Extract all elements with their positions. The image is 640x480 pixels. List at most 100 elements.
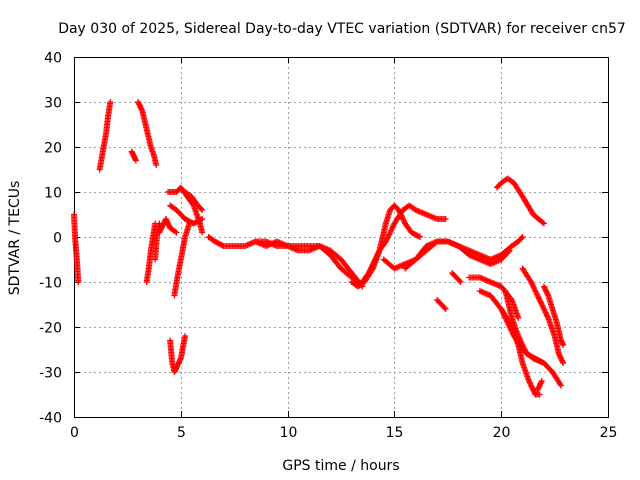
data-point	[498, 307, 505, 314]
data-point	[384, 234, 391, 241]
data-point	[456, 277, 463, 284]
data-point	[560, 342, 567, 348]
series-arc-12	[182, 189, 206, 213]
data-point	[199, 216, 206, 222]
data-point	[518, 339, 525, 346]
data-point	[370, 261, 377, 267]
data-point	[536, 297, 543, 303]
data-point	[516, 335, 523, 342]
y-tick-label: -30	[39, 366, 62, 382]
data-point	[219, 242, 226, 249]
data-point	[526, 379, 533, 386]
y-tick-label: -10	[39, 276, 62, 292]
y-tick-label: -20	[39, 321, 62, 337]
data-point	[370, 259, 377, 266]
data-point	[527, 380, 534, 387]
data-point	[528, 280, 535, 287]
series-arc-19	[434, 297, 449, 312]
data-point	[385, 232, 392, 239]
data-point	[442, 216, 449, 222]
data-point	[199, 229, 206, 236]
data-point	[501, 312, 508, 319]
data-point	[373, 252, 380, 259]
data-point	[400, 217, 407, 224]
data-point	[532, 288, 539, 295]
data-point	[156, 229, 163, 236]
data-point	[544, 313, 551, 320]
data-point	[521, 346, 528, 353]
data-point	[534, 292, 541, 299]
series-arc-27	[540, 283, 567, 348]
y-tick-label: 40	[44, 51, 62, 67]
data-point	[519, 341, 526, 348]
data-point	[107, 99, 114, 105]
data-point	[531, 285, 538, 292]
series-arc-4	[135, 99, 160, 168]
data-point	[520, 344, 527, 351]
y-axis-label: SDTVAR / TECUs	[7, 181, 23, 296]
data-point	[535, 295, 542, 302]
data-point	[505, 322, 512, 329]
data-point	[502, 314, 509, 321]
axis-ticks: 0 5 10 15 20 25 -40 -30 -20 -10 0 10 20 30 40	[39, 51, 617, 442]
data-point	[386, 230, 393, 237]
data-point	[441, 304, 448, 311]
data-point	[172, 228, 179, 235]
data-point	[390, 223, 397, 230]
x-tick-label: 20	[493, 425, 511, 441]
data-point	[534, 291, 541, 298]
series-arc-26	[519, 265, 567, 366]
data-point	[527, 382, 534, 389]
data-point	[531, 388, 538, 395]
data-point	[505, 320, 512, 327]
data-point	[372, 255, 379, 262]
data-point	[518, 235, 525, 242]
data-point	[138, 106, 145, 113]
series-arc-15	[348, 202, 424, 290]
data-point	[506, 323, 513, 330]
data-point	[157, 228, 164, 235]
series-arc-20	[449, 270, 464, 285]
data-point	[517, 338, 524, 345]
data-point	[400, 216, 407, 223]
data-point	[197, 216, 204, 223]
series-arc-7	[167, 333, 189, 375]
data-point	[198, 205, 205, 212]
data-point	[530, 283, 537, 290]
data-point	[541, 306, 548, 313]
series-arc-29	[515, 234, 526, 245]
data-point	[541, 308, 548, 315]
data-point	[538, 301, 545, 308]
data-point	[457, 279, 464, 285]
data-point	[533, 290, 540, 297]
x-tick-label: 10	[280, 425, 298, 441]
data-point	[557, 381, 564, 388]
data-point	[182, 333, 189, 339]
data-point	[538, 378, 545, 384]
series-arc-8	[171, 220, 193, 299]
series-arc-21	[466, 274, 522, 321]
series-arc-3	[128, 148, 139, 164]
data-point	[371, 258, 378, 265]
data-point	[432, 239, 439, 246]
data-point	[529, 384, 536, 391]
data-point	[539, 303, 546, 310]
data-point	[521, 345, 528, 352]
data-point	[132, 157, 139, 164]
series-arc-2	[96, 99, 114, 173]
data-point	[502, 315, 509, 322]
data-point	[529, 386, 536, 393]
series-arc-9	[156, 216, 180, 236]
data-point	[153, 162, 160, 168]
series-arc-23	[534, 378, 545, 393]
y-tick-label: -40	[39, 411, 62, 427]
data-point	[159, 222, 166, 229]
data-point	[528, 279, 535, 285]
data-point	[522, 348, 529, 355]
y-tick-label: 0	[53, 231, 62, 247]
series-arc-25	[502, 288, 565, 389]
x-axis-label: GPS time / hours	[282, 458, 399, 474]
data-point	[173, 229, 180, 236]
data-point	[386, 231, 393, 238]
